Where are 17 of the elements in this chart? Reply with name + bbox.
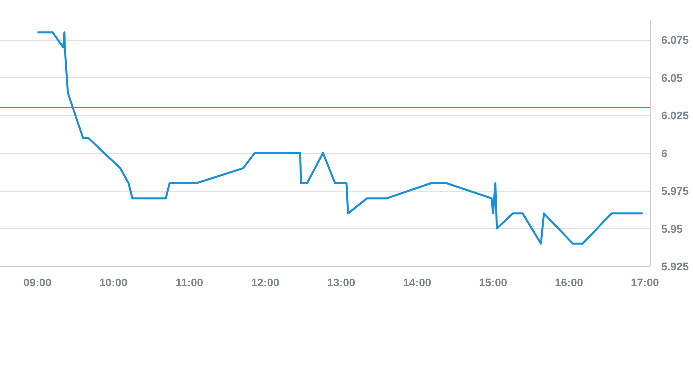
y-tick-label: 6.075 (662, 35, 690, 48)
x-tick-label: 13:00 (327, 278, 356, 290)
x-tick-label: 09:00 (24, 278, 52, 290)
x-tick-label: 12:00 (251, 278, 280, 290)
y-tick-label: 6 (662, 148, 668, 160)
y-tick-label: 5.925 (662, 262, 690, 274)
y-tick-label: 6.025 (662, 110, 690, 123)
x-tick-label: 15:00 (479, 278, 508, 290)
x-tick-label: 17:00 (631, 278, 660, 290)
y-tick-label: 6.05 (662, 72, 683, 85)
y-tick-label: 5.975 (662, 186, 690, 198)
y-tick-label: 5.95 (662, 224, 683, 236)
x-tick-label: 10:00 (100, 278, 128, 290)
x-tick-label: 16:00 (555, 278, 584, 290)
line-series (36, 32, 644, 245)
x-tick-label: 11:00 (176, 278, 204, 290)
x-tick-label: 14:00 (403, 278, 432, 290)
